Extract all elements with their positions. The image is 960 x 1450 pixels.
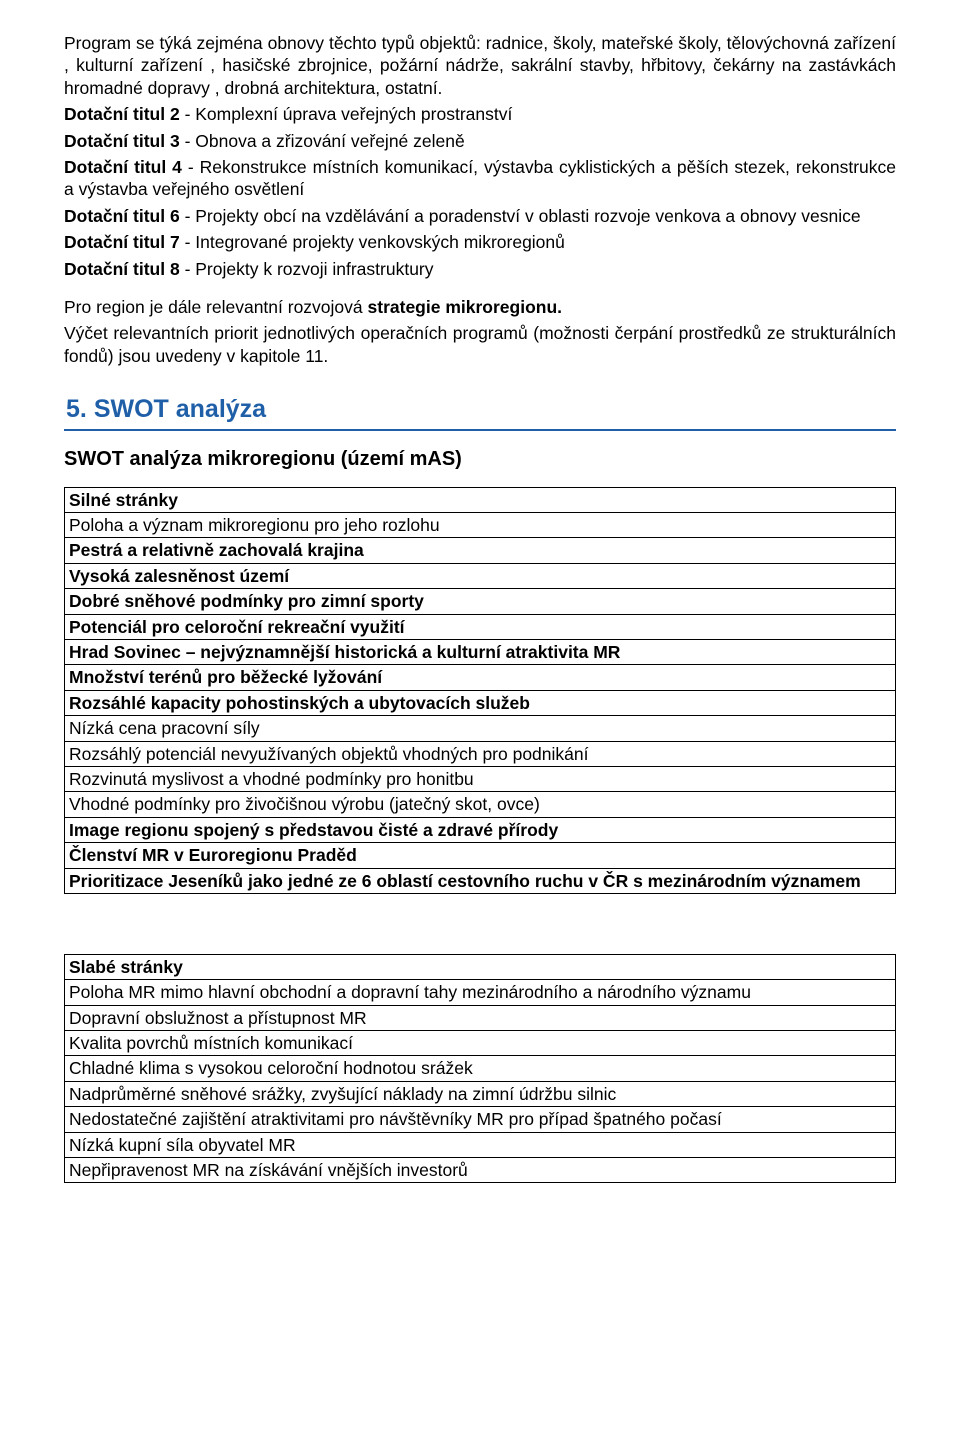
intro-paragraph-2a: Pro region je dále relevantní rozvojová <box>64 297 368 317</box>
table-row: Pestrá a relativně zachovalá krajina <box>65 538 896 563</box>
table-row: Rozvinutá myslivost a vhodné podmínky pr… <box>65 766 896 791</box>
table-row: Vhodné podmínky pro živočišnou výrobu (j… <box>65 792 896 817</box>
table-row: Potenciál pro celoroční rekreační využit… <box>65 614 896 639</box>
section-title: SWOT analýza <box>94 395 266 423</box>
table-row: Množství terénů pro běžecké lyžování <box>65 665 896 690</box>
intro-paragraph-2b: strategie mikroregionu. <box>368 297 563 317</box>
table-row: Nízká kupní síla obyvatel MR <box>65 1132 896 1157</box>
dotacni-item: Dotační titul 7 - Integrované projekty v… <box>64 231 896 253</box>
section-number: 5. <box>66 395 87 423</box>
dotacni-item-label: Dotační titul 6 <box>64 206 180 226</box>
section-heading: 5. SWOT analýza <box>64 391 896 431</box>
table-row: Nedostatečné zajištění atraktivitami pro… <box>65 1107 896 1132</box>
table-row: Chladné klima s vysokou celoroční hodnot… <box>65 1056 896 1081</box>
dotacni-item-text: - Rekonstrukce místních komunikací, výst… <box>64 157 896 199</box>
table-row: Členství MR v Euroregionu Praděd <box>65 843 896 868</box>
table-row: Rozsáhlé kapacity pohostinských a ubytov… <box>65 690 896 715</box>
table-row: Kvalita povrchů místních komunikací <box>65 1031 896 1056</box>
dotacni-item-text: - Obnova a zřizování veřejné zeleně <box>180 131 465 151</box>
dotacni-item: Dotační titul 3 - Obnova a zřizování veř… <box>64 130 896 152</box>
dotacni-item-text: - Projekty k rozvoji infrastruktury <box>180 259 434 279</box>
dotacni-item-text: - Integrované projekty venkovských mikro… <box>180 232 565 252</box>
table-row: Nepřipravenost MR na získávání vnějších … <box>65 1158 896 1183</box>
page: Program se týká zejména obnovy těchto ty… <box>0 0 960 1450</box>
table-head: Silné stránky <box>65 487 896 512</box>
dotacni-item: Dotační titul 6 - Projekty obcí na vzděl… <box>64 205 896 227</box>
dotacni-item-text: - Komplexní úprava veřejných prostranstv… <box>180 104 513 124</box>
table-row: Rozsáhlý potenciál nevyužívaných objektů… <box>65 741 896 766</box>
table-row: Image regionu spojený s představou čisté… <box>65 817 896 842</box>
table-row: Nízká cena pracovní síly <box>65 716 896 741</box>
dotacni-list: Dotační titul 2 - Komplexní úprava veřej… <box>64 103 896 280</box>
section-subtitle: SWOT analýza mikroregionu (území mAS) <box>64 447 896 473</box>
intro-paragraph-3: Výčet relevantních priorit jednotlivých … <box>64 322 896 367</box>
intro-paragraph-2: Pro region je dále relevantní rozvojová … <box>64 296 896 318</box>
table-row: Poloha a význam mikroregionu pro jeho ro… <box>65 513 896 538</box>
dotacni-item: Dotační titul 4 - Rekonstrukce místních … <box>64 156 896 201</box>
table-row: Nadprůměrné sněhové srážky, zvyšující ná… <box>65 1081 896 1106</box>
strengths-table: Silné stránkyPoloha a význam mikroregion… <box>64 487 896 894</box>
table-row: Dopravní obslužnost a přístupnost MR <box>65 1005 896 1030</box>
dotacni-item-label: Dotační titul 3 <box>64 131 180 151</box>
table-row: Hrad Sovinec – nejvýznamnější historická… <box>65 640 896 665</box>
dotacni-item-label: Dotační titul 8 <box>64 259 180 279</box>
table-row: Prioritizace Jeseníků jako jedné ze 6 ob… <box>65 868 896 893</box>
dotacni-item-label: Dotační titul 4 <box>64 157 182 177</box>
dotacni-item-label: Dotační titul 2 <box>64 104 180 124</box>
dotacni-item-label: Dotační titul 7 <box>64 232 180 252</box>
table-row: Poloha MR mimo hlavní obchodní a dopravn… <box>65 980 896 1005</box>
dotacni-item-text: - Projekty obcí na vzdělávání a poradens… <box>180 206 861 226</box>
table-row: Dobré sněhové podmínky pro zimní sporty <box>65 589 896 614</box>
dotacni-item: Dotační titul 2 - Komplexní úprava veřej… <box>64 103 896 125</box>
dotacni-item: Dotační titul 8 - Projekty k rozvoji inf… <box>64 258 896 280</box>
table-head: Slabé stránky <box>65 954 896 979</box>
table-row: Vysoká zalesněnost území <box>65 563 896 588</box>
weaknesses-table: Slabé stránkyPoloha MR mimo hlavní obcho… <box>64 954 896 1184</box>
intro-paragraph-1: Program se týká zejména obnovy těchto ty… <box>64 32 896 99</box>
